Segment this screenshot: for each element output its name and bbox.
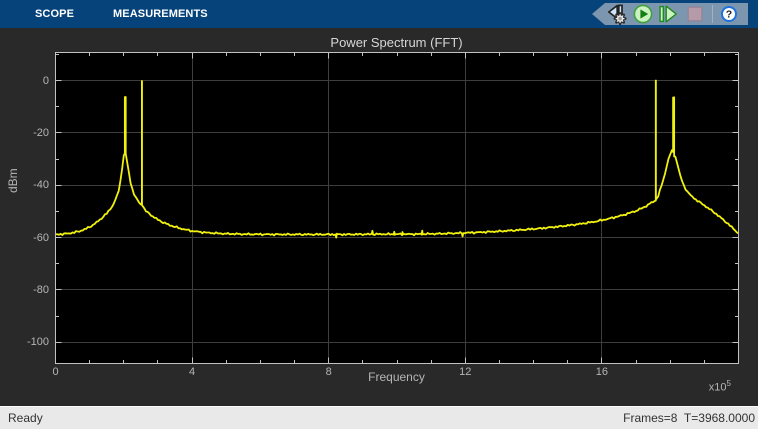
- y-tick-label: -60: [33, 231, 49, 244]
- plot-title: Power Spectrum (FFT): [330, 35, 463, 50]
- status-bar: Ready Frames=8 T=3968.0000: [0, 406, 758, 429]
- tab-bar: SCOPE MEASUREMENTS: [0, 0, 208, 28]
- tab-scope[interactable]: SCOPE: [35, 8, 75, 20]
- x-tick-label: 8: [325, 366, 332, 378]
- x-axis-label: Frequency: [368, 370, 425, 384]
- stop-button: [683, 3, 707, 25]
- frames-time-readout: Frames=8 T=3968.0000: [623, 411, 755, 425]
- y-tick-label: 0: [42, 74, 49, 87]
- gear: [613, 12, 627, 25]
- x-tick-label: 4: [189, 366, 196, 378]
- y-tick-label: -40: [33, 179, 49, 192]
- status-message: Ready: [8, 411, 43, 425]
- help-button[interactable]: ?: [717, 3, 741, 25]
- spectrum-plot[interactable]: [0, 28, 758, 406]
- step-forward-button[interactable]: [656, 3, 680, 25]
- y-tick-label: -20: [33, 126, 49, 139]
- tab-measurements[interactable]: MEASUREMENTS: [113, 8, 208, 20]
- x-tick-label: 16: [595, 366, 609, 378]
- x-tick-label: 12: [459, 366, 472, 378]
- y-tick-label: -100: [26, 336, 49, 349]
- figure-area: Power Spectrum (FFT) dBm Frequency x105 …: [0, 28, 758, 406]
- x-tick-label: 0: [52, 366, 59, 378]
- simulation-toolbar: ?: [592, 3, 748, 25]
- svg-text:?: ?: [726, 9, 732, 21]
- run-button[interactable]: [631, 3, 655, 25]
- x-axis-multiplier: x105: [708, 379, 731, 394]
- step-back-button[interactable]: [605, 3, 629, 25]
- toolbar-separator: [712, 5, 713, 23]
- y-tick-label: -80: [33, 283, 49, 296]
- toolstrip: SCOPE MEASUREMENTS: [0, 0, 758, 28]
